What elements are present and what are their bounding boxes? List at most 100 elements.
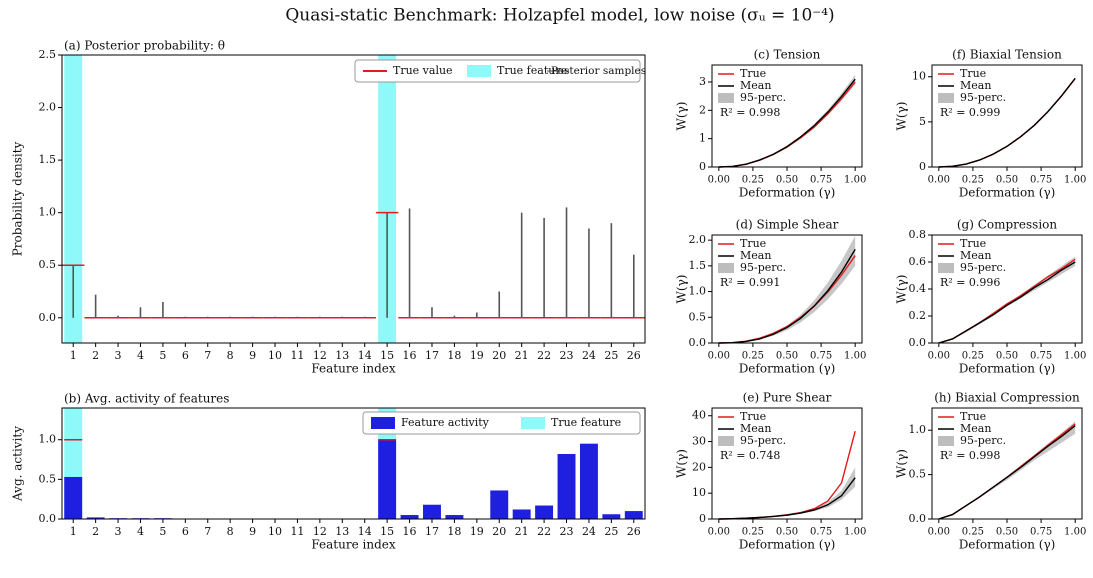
panel-title: (b) Avg. activity of features — [64, 392, 229, 406]
y-tick-label: 0.0 — [689, 336, 707, 349]
legend-swatch — [938, 93, 954, 103]
legend-label: 95-perc. — [960, 434, 1006, 447]
x-tick-label: 26 — [627, 525, 641, 538]
x-tick-label: 0.75 — [1030, 175, 1052, 186]
legend-swatch — [718, 436, 734, 446]
x-tick-label: 1.00 — [844, 351, 866, 362]
y-tick-label: 2.0 — [39, 101, 57, 114]
axes-frame — [61, 407, 646, 520]
legend-label: True — [740, 67, 766, 80]
bar — [512, 509, 531, 519]
x-tick-label: 24 — [582, 349, 596, 362]
x-tick-label: 11 — [290, 525, 304, 538]
x-tick-label: 22 — [537, 525, 551, 538]
x-tick-label: 16 — [403, 525, 417, 538]
x-tick-label: 16 — [403, 349, 417, 362]
x-tick-label: 0.75 — [1030, 351, 1052, 362]
x-tick-label: 18 — [447, 349, 461, 362]
y-tick-label: 1.0 — [909, 423, 927, 436]
x-tick-label: 0.50 — [996, 175, 1018, 186]
bar — [86, 517, 105, 519]
y-tick-label: 2 — [699, 103, 706, 116]
panel-title: (c) Tension — [754, 48, 821, 62]
y-axis-label: W(γ) — [895, 275, 909, 304]
x-tick-label: 20 — [492, 525, 506, 538]
y-tick-label: 0 — [919, 160, 926, 173]
panel-title: (d) Simple Shear — [736, 218, 839, 232]
panel-title: (f) Biaxial Tension — [952, 48, 1062, 62]
annotation: R² = 0.996 — [940, 276, 1000, 289]
x-tick-label: 22 — [537, 349, 551, 362]
x-tick-label: 14 — [358, 525, 372, 538]
x-tick-label: 2 — [92, 349, 99, 362]
x-tick-label: 6 — [182, 349, 189, 362]
x-tick-label: 7 — [204, 349, 211, 362]
y-tick-label: 0.6 — [909, 255, 927, 268]
x-tick-label: 0.25 — [962, 351, 984, 362]
legend-label: Mean — [740, 422, 771, 435]
x-tick-label: 8 — [227, 349, 234, 362]
axes-frame — [931, 64, 1083, 168]
x-tick-label: 0.00 — [928, 527, 950, 538]
x-tick-label: 25 — [604, 349, 618, 362]
x-tick-label: 0.50 — [996, 527, 1018, 538]
legend-label: 95-perc. — [740, 434, 786, 447]
x-tick-label: 0.25 — [742, 175, 764, 186]
x-tick-label: 9 — [249, 349, 256, 362]
series-line — [938, 261, 1076, 344]
bar — [423, 504, 441, 519]
x-tick-label: 18 — [447, 525, 461, 538]
axes-frame — [711, 64, 863, 168]
x-axis-label: Feature index — [311, 362, 395, 376]
y-tick-label: 0.0 — [39, 311, 57, 324]
x-tick-label: 0.75 — [810, 527, 832, 538]
bar — [490, 490, 509, 519]
x-tick-label: 8 — [227, 525, 234, 538]
annotation: R² = 0.748 — [720, 449, 780, 462]
bar — [557, 453, 576, 519]
axes-frame — [931, 234, 1083, 344]
legend-label: 95-perc. — [740, 91, 786, 104]
x-tick-label: 10 — [268, 525, 282, 538]
y-tick-label: 0.5 — [39, 472, 57, 485]
panel-title: (g) Compression — [957, 218, 1058, 232]
legend-label: True — [740, 237, 766, 250]
axes-frame — [61, 54, 646, 344]
x-tick-label: 12 — [313, 525, 327, 538]
panel-title: (h) Biaxial Compression — [934, 391, 1080, 405]
x-tick-label: 14 — [358, 349, 372, 362]
bar — [378, 439, 397, 519]
x-tick-label: 11 — [290, 349, 304, 362]
y-tick-label: 40 — [692, 409, 706, 422]
legend-label: 95-perc. — [960, 261, 1006, 274]
x-tick-label: 10 — [268, 349, 282, 362]
x-tick-label: 0.75 — [1030, 527, 1052, 538]
bar — [602, 514, 621, 519]
x-tick-label: 17 — [425, 349, 439, 362]
x-tick-label: 0.00 — [708, 175, 730, 186]
y-tick-label: 0 — [699, 512, 706, 525]
x-tick-label: 25 — [604, 525, 618, 538]
x-tick-label: 0.00 — [928, 175, 950, 186]
figure-title: Quasi-static Benchmark: Holzapfel model,… — [285, 6, 834, 26]
x-tick-label: 0.25 — [742, 527, 764, 538]
y-tick-label: 2.5 — [39, 48, 57, 61]
legend-box — [354, 59, 641, 83]
x-tick-label: 0.75 — [810, 351, 832, 362]
y-axis-label: W(γ) — [675, 449, 689, 478]
legend-swatch — [521, 417, 545, 429]
x-tick-label: 17 — [425, 525, 439, 538]
y-tick-label: 0.0 — [39, 512, 57, 525]
x-tick-label: 23 — [560, 349, 574, 362]
x-tick-label: 1 — [70, 525, 77, 538]
y-tick-label: 0 — [699, 160, 706, 173]
x-axis-label: Deformation (γ) — [739, 538, 836, 552]
x-tick-label: 13 — [335, 525, 349, 538]
x-tick-label: 0.50 — [776, 351, 798, 362]
legend-swatch — [938, 263, 954, 273]
bar — [535, 505, 554, 519]
y-tick-label: 0.2 — [909, 309, 927, 322]
axes-frame — [711, 407, 863, 520]
legend-label: Mean — [740, 249, 771, 262]
x-axis-label: Deformation (γ) — [739, 362, 836, 376]
